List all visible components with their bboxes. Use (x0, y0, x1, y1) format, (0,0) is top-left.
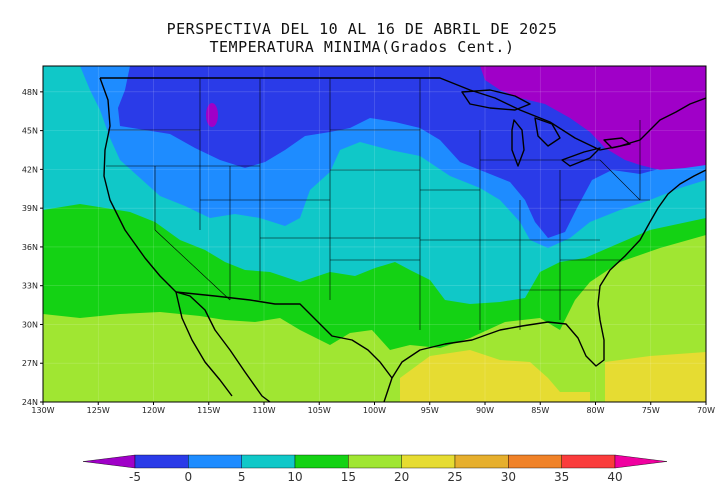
us-canada-border (100, 77, 706, 151)
lat-tick-label: 33N (22, 282, 38, 291)
colorbar-label: 0 (185, 470, 193, 484)
latitude-axis: 24N 27N 30N 33N 36N 39N 42N 45N 48N (22, 88, 43, 407)
colorbar-box (508, 454, 562, 469)
colorbar-label: 25 (447, 470, 462, 484)
lon-tick-label: 95W (421, 406, 439, 415)
lon-tick-label: 100W (363, 406, 386, 415)
pacific-coast (99, 77, 271, 402)
colorbar-min-triangle (82, 454, 136, 469)
gulf-coast (391, 303, 605, 379)
baja-peninsula (175, 291, 233, 397)
map-outlines (99, 77, 706, 402)
colorbar-box (241, 454, 296, 469)
lake-erie (561, 147, 601, 167)
state-borders (106, 78, 650, 330)
lon-tick-label: 85W (531, 406, 549, 415)
zone-yellow-southeast (605, 352, 706, 402)
colorbar-box (561, 454, 616, 469)
longitude-axis: 130W 125W 120W 115W 110W 105W 100W 95W 90W 85W 80W… (31, 402, 715, 415)
colorbar-label: 40 (607, 470, 622, 484)
colorbar-label: 20 (394, 470, 409, 484)
lat-tick-label: 36N (22, 243, 38, 252)
map-title: PERSPECTIVA DEL 10 AL 16 DE ABRIL DE 202… (0, 20, 724, 56)
lon-tick-label: 80W (586, 406, 604, 415)
lon-tick-label: 75W (642, 406, 660, 415)
lake-michigan (511, 119, 525, 167)
colorbar-box (401, 454, 456, 469)
zone-purple-northeast (480, 66, 706, 170)
lat-tick-label: 39N (22, 204, 38, 213)
colorbar-label: 35 (554, 470, 569, 484)
lat-tick-label: 24N (22, 398, 38, 407)
lake-superior (461, 89, 531, 111)
colorbar-label: 10 (287, 470, 302, 484)
us-mexico-border (175, 291, 393, 379)
map-plot-area (43, 66, 706, 402)
lat-tick-label: 42N (22, 165, 38, 174)
colorbar-box (294, 454, 349, 469)
colorbar-label: 30 (501, 470, 516, 484)
colorbar-box (134, 454, 189, 469)
lon-tick-label: 110W (252, 406, 275, 415)
colorbar-label: 15 (341, 470, 356, 484)
colorbar: -5 0 5 10 15 20 25 30 35 40 (82, 454, 668, 484)
zone-yellow-south (400, 350, 590, 402)
lon-tick-label: 130W (31, 406, 54, 415)
mexico-gulf-coast (383, 377, 393, 402)
lat-tick-label: 27N (22, 359, 38, 368)
lake-huron (534, 117, 561, 147)
lon-tick-label: 120W (142, 406, 165, 415)
colorbar-label: -5 (129, 470, 141, 484)
title-line-1: PERSPECTIVA DEL 10 AL 16 DE ABRIL DE 202… (166, 20, 558, 38)
map-grid (43, 66, 706, 402)
lon-tick-label: 115W (197, 406, 220, 415)
title-line-2: TEMPERATURA MINIMA(Grados Cent.) (209, 38, 515, 56)
lon-tick-label: 105W (308, 406, 331, 415)
lon-tick-label: 90W (476, 406, 494, 415)
atlantic-coast (597, 169, 706, 305)
colorbar-max-triangle (614, 454, 668, 469)
zone-purple-spot (206, 103, 218, 127)
colorbar-box (348, 454, 402, 469)
lon-tick-label: 125W (87, 406, 110, 415)
lat-tick-label: 30N (22, 320, 38, 329)
colorbar-box (188, 454, 242, 469)
lake-ontario (603, 137, 631, 149)
lat-tick-label: 48N (22, 88, 38, 97)
colorbar-label: 5 (238, 470, 246, 484)
lon-tick-label: 70W (697, 406, 715, 415)
lat-tick-label: 45N (22, 127, 38, 136)
colorbar-box (454, 454, 509, 469)
